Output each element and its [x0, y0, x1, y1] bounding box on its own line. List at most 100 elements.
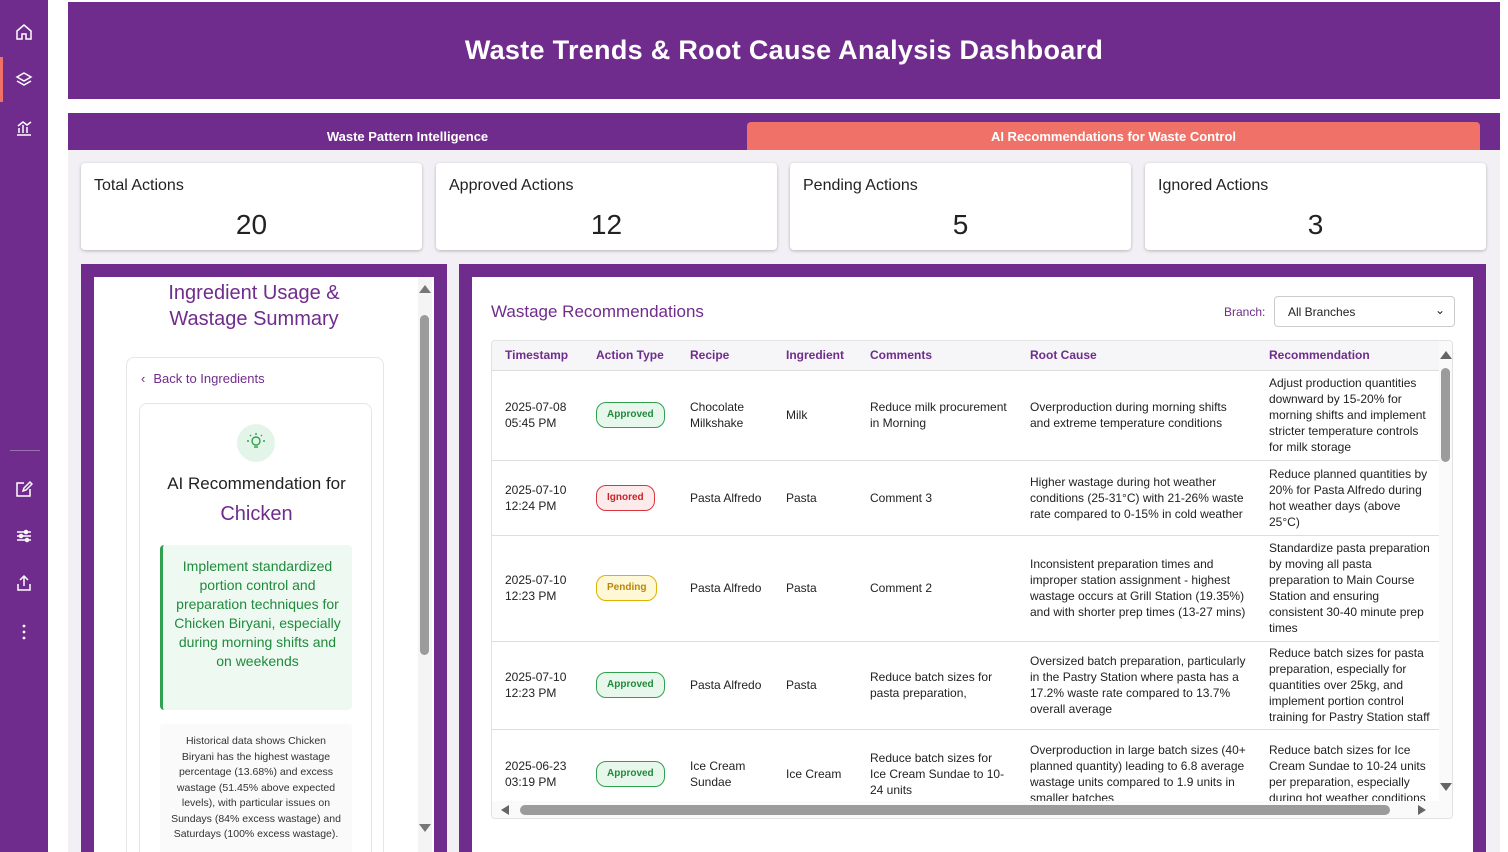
- table-cell: Reduce batch sizes for pasta preparation…: [857, 641, 1017, 730]
- table-cell: Higher wastage during hot weather condit…: [1017, 460, 1256, 536]
- table-cell: Pasta Alfredo: [677, 460, 773, 536]
- status-badge: Ignored: [596, 484, 655, 511]
- rec-text: Implement standardized portion control a…: [160, 545, 352, 710]
- more-icon[interactable]: [15, 623, 33, 641]
- status-badge: Approved: [596, 402, 665, 428]
- table-cell: Approved: [583, 729, 677, 801]
- table-cell: Reduce batch sizes for Ice Cream Sundae …: [857, 729, 1017, 801]
- scroll-thumb[interactable]: [420, 315, 429, 655]
- v-scrollbar[interactable]: [1439, 341, 1452, 801]
- back-text[interactable]: Back to Ingredients: [153, 371, 265, 386]
- table-cell: Oversized batch preparation, particularl…: [1017, 641, 1256, 730]
- scroll-thumb[interactable]: [1441, 368, 1450, 462]
- summary-title: Ingredient Usage & Wastage Summary: [168, 282, 340, 330]
- history-text: Historical data shows Chicken Biryani ha…: [160, 724, 352, 852]
- table-row: 2025-07-10 12:23 PM Approved Pasta Alfredo…: [492, 641, 1439, 730]
- table-cell: Inconsistent preparation times and impro…: [1017, 535, 1256, 642]
- kpi-card: Total Actions 20: [81, 163, 422, 250]
- table-cell: Ice Cream Sundae: [677, 729, 773, 801]
- table-cell: Pasta Alfredo: [677, 535, 773, 642]
- edit-icon[interactable]: [15, 480, 33, 498]
- summary-panel: Ingredient Usage & Wastage Summary ‹ Back…: [81, 264, 447, 852]
- kpi-label: Pending Actions: [803, 177, 918, 194]
- column-header: Recipe: [677, 341, 773, 371]
- table-cell: Reduce milk procurement in Morning: [857, 370, 1017, 461]
- table-cell: Pasta: [773, 535, 857, 642]
- tab-active[interactable]: AI Recommendations for Waste Control: [747, 122, 1480, 150]
- table-cell: Pending: [583, 535, 677, 642]
- tab[interactable]: Waste Pattern Intelligence: [326, 128, 489, 144]
- column-header: Comments: [857, 341, 1017, 371]
- scroll-right[interactable]: [1418, 805, 1426, 815]
- table-cell: Adjust production quantities downward by…: [1256, 370, 1439, 461]
- branch-label: Branch:: [1224, 305, 1266, 319]
- column-header: Action Type: [583, 341, 677, 371]
- column-header: Ingredient: [773, 341, 857, 371]
- active-indicator: [0, 57, 3, 102]
- kpi-card: Ignored Actions 3: [1145, 163, 1486, 250]
- table-cell: Overproduction during morning shifts and…: [1017, 370, 1256, 461]
- table-cell: Milk: [773, 370, 857, 461]
- kpi-label: Approved Actions: [449, 177, 574, 194]
- kpi-label: Ignored Actions: [1158, 177, 1269, 194]
- table-row: 2025-07-10 12:23 PM Pending Pasta Alfredo P…: [492, 535, 1439, 642]
- divider: [10, 450, 40, 451]
- table-cell: 2025-06-23 03:19 PM: [492, 729, 583, 801]
- scrollbar[interactable]: [418, 277, 432, 852]
- table-frame: Timestamp Action Type Recipe Ingredient Comm…: [491, 340, 1453, 819]
- table: Timestamp Action Type Recipe Ingredient Comm…: [492, 341, 1439, 801]
- share-icon[interactable]: [15, 574, 33, 592]
- settings-icon[interactable]: [15, 527, 33, 545]
- header-title: Waste Trends & Root Cause Analysis Dashb…: [68, 2, 1500, 99]
- table-cell: Standardize pasta preparation by moving …: [1256, 535, 1439, 642]
- table-cell: Pasta: [773, 641, 857, 730]
- kpi-value: 3: [1307, 209, 1324, 240]
- scroll-thumb[interactable]: [520, 805, 1390, 815]
- table-cell: Approved: [583, 641, 677, 730]
- status-badge: Approved: [596, 672, 665, 698]
- bulb-icon: [237, 424, 275, 462]
- tab-bar: Waste Pattern Intelligence AI Recommenda…: [68, 113, 1500, 150]
- column-header: Timestamp: [492, 341, 583, 371]
- branch-select[interactable]: All Branches ⌄: [1274, 296, 1455, 327]
- kpi-value: 20: [235, 209, 268, 240]
- home-icon[interactable]: [15, 23, 33, 41]
- rec-ingredient: Chicken: [220, 503, 293, 525]
- h-scrollbar[interactable]: [492, 801, 1452, 818]
- summary-inner: Ingredient Usage & Wastage Summary ‹ Back…: [94, 277, 434, 852]
- kpi-value: 5: [952, 209, 969, 240]
- scroll-down[interactable]: [419, 824, 431, 832]
- table-cell: Chocolate Milkshake: [677, 370, 773, 461]
- table-cell: Comment 3: [857, 460, 1017, 536]
- sidebar: [0, 0, 48, 852]
- kpi-value: 12: [590, 209, 623, 240]
- table-viewport: Timestamp Action Type Recipe Ingredient Comm…: [492, 341, 1439, 801]
- table-cell: 2025-07-10 12:23 PM: [492, 641, 583, 730]
- back-link[interactable]: ‹ Back to Ingredients: [141, 371, 265, 386]
- status-badge: Pending: [596, 575, 658, 601]
- table-cell: Pasta Alfredo: [677, 641, 773, 730]
- table-title: Wastage Recommendations: [491, 302, 704, 321]
- summary-card: ‹ Back to Ingredients AI Recommendation f…: [126, 357, 384, 852]
- table-cell: Approved: [583, 370, 677, 461]
- table-row: 2025-06-23 03:19 PM Approved Ice Cream Sun…: [492, 729, 1439, 801]
- branch-value[interactable]: All Branches: [1288, 305, 1356, 319]
- scroll-left[interactable]: [501, 805, 509, 815]
- table-row: 2025-07-08 05:45 PM Approved Chocolate Mil…: [492, 370, 1439, 461]
- layers-icon[interactable]: [15, 71, 33, 89]
- table-cell: Ice Cream: [773, 729, 857, 801]
- column-header: Recommendation: [1256, 341, 1439, 371]
- scroll-up[interactable]: [1440, 351, 1452, 359]
- table-row: 2025-07-10 12:24 PM Ignored Pasta Alfredo P…: [492, 460, 1439, 536]
- scroll-down[interactable]: [1440, 783, 1452, 791]
- table-cell: Reduce batch sizes for pasta preparation…: [1256, 641, 1439, 730]
- table-cell: Overproduction in large batch sizes (40+…: [1017, 729, 1256, 801]
- table-cell: 2025-07-10 12:23 PM: [492, 535, 583, 642]
- header-row: Timestamp Action Type Recipe Ingredient Comm…: [492, 341, 1439, 371]
- rec-heading: AI Recommendation for: [167, 474, 346, 493]
- chart-icon[interactable]: [15, 119, 33, 137]
- scroll-up[interactable]: [419, 285, 431, 293]
- kpi-card: Approved Actions 12: [436, 163, 777, 250]
- kpi-label: Total Actions: [94, 177, 184, 194]
- table-panel: Wastage Recommendations Branch: All Bran…: [459, 264, 1486, 852]
